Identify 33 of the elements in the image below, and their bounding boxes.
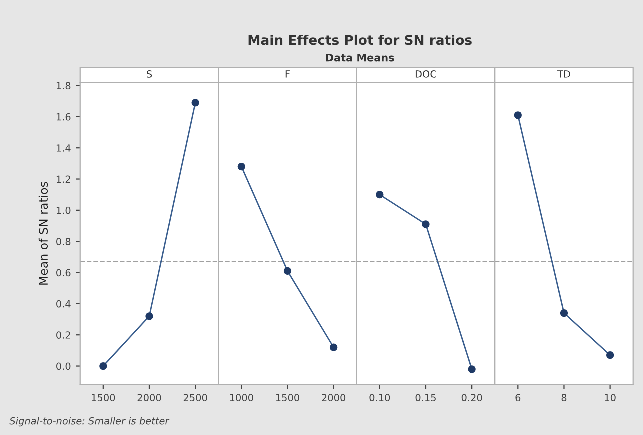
x-tick-label: 2000: [322, 394, 346, 402]
chart-title: S: [147, 70, 152, 78]
x-tick-label: 8: [562, 394, 567, 402]
y-tick-label: 1.0: [56, 206, 71, 214]
y-tick-label: 1.4: [56, 144, 71, 152]
point: [192, 99, 200, 107]
x-tick-label: 0.10: [370, 394, 390, 402]
x-tick-label: 1000: [230, 394, 254, 402]
y-tick-label: 0.6: [56, 269, 71, 277]
y-tick-label: 1.6: [56, 113, 71, 121]
x-tick-label: 6: [516, 394, 521, 402]
x-tick-label: 1500: [276, 394, 300, 402]
x-tick-label: 0.15: [416, 394, 436, 402]
chart-title: F: [286, 70, 290, 78]
x-tick-label: 1500: [92, 394, 116, 402]
x-tick-label: 2000: [138, 394, 162, 402]
text: Main Effects Plot for SN ratios: [248, 34, 472, 46]
point: [146, 312, 154, 320]
y-axis-title: Mean of SN ratios: [38, 182, 48, 285]
x-tick-label: 10: [605, 394, 616, 402]
point: [100, 362, 108, 370]
text: Data Means: [326, 54, 394, 62]
y-tick-label: 1.8: [56, 82, 71, 90]
y-tick-label: 1.2: [56, 176, 70, 183]
y-tick-label: 0.0: [56, 362, 71, 370]
x-tick-label: 0.20: [462, 394, 482, 402]
x-tick-label: 2500: [184, 394, 208, 402]
text: Signal-to-noise: Smaller is better: [10, 417, 170, 427]
chart-title: DOC: [416, 70, 436, 78]
y-tick-label: 0.2: [56, 332, 70, 339]
y-tick-label: 0.4: [56, 300, 71, 308]
chart-title: TD: [557, 70, 570, 78]
y-tick-label: 0.8: [56, 238, 71, 246]
